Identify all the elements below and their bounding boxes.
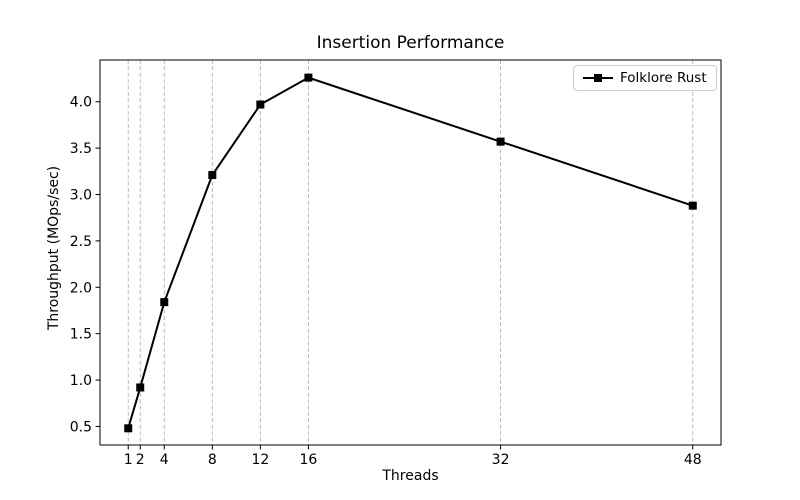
x-tick-label: 32	[492, 452, 510, 468]
x-tick-label: 4	[160, 452, 169, 468]
y-tick-label: 2.0	[70, 280, 92, 296]
chart-title: Insertion Performance	[316, 33, 505, 53]
data-point-marker	[304, 73, 313, 82]
data-point-marker	[688, 201, 697, 210]
x-tick-label: 8	[208, 452, 217, 468]
y-tick-label: 1.5	[70, 327, 92, 343]
series-line-folklore-rust	[127, 76, 694, 429]
y-tick-label: 3.0	[70, 188, 92, 204]
y-tick-label: 2.5	[70, 234, 92, 250]
data-point-marker	[256, 100, 265, 109]
x-tick-label: 12	[251, 452, 269, 468]
data-point-marker	[124, 424, 133, 433]
x-axis-label: Threads	[382, 468, 439, 484]
x-tick-label: 16	[299, 452, 317, 468]
y-tick-label: 1.0	[70, 373, 92, 389]
y-tick-label: 4.0	[70, 95, 92, 111]
data-point-marker	[496, 137, 505, 146]
legend-label: Folklore Rust	[620, 70, 707, 86]
x-tick-label: 1	[124, 452, 133, 468]
legend: Folklore Rust	[573, 65, 717, 91]
data-point-marker	[160, 298, 169, 307]
data-point-marker	[136, 383, 145, 392]
y-axis-label: Throughput (MOps/sec)	[46, 165, 62, 331]
x-tick-label: 2	[136, 452, 145, 468]
x-tick-label: 48	[684, 452, 702, 468]
y-tick-label: 0.5	[70, 419, 92, 435]
axes-frame	[99, 59, 722, 446]
data-point-marker	[208, 171, 217, 180]
y-tick-label: 3.5	[70, 141, 92, 157]
legend-line-marker-icon	[583, 74, 613, 82]
